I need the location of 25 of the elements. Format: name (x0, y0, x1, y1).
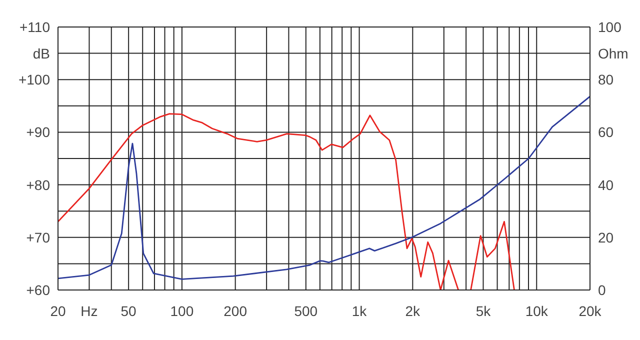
y2-tick-label: 40 (598, 176, 614, 193)
y2-tick-label: 100 (598, 18, 622, 35)
x-tick-label: 2k (405, 302, 422, 319)
x-tick-label: 20k (578, 302, 602, 319)
y2-tick-label: 60 (598, 124, 614, 140)
x-tick-label: 50 (120, 302, 137, 319)
x-tick-label: 100 (170, 302, 194, 319)
y2-tick-label: Ohm (598, 45, 628, 62)
y-tick-label: dB (32, 45, 50, 62)
x-tick-label: 5k (476, 302, 492, 319)
x-tick-label: 20 (50, 302, 66, 319)
y-tick-label: +80 (26, 176, 50, 193)
y-tick-label: +70 (26, 229, 50, 246)
x-tick-label: 500 (294, 302, 318, 319)
y2-tick-label: 20 (598, 229, 614, 246)
y2-tick-label: 0 (598, 282, 606, 298)
x-tick-label: 10k (525, 302, 549, 319)
x-tick-label: 200 (224, 302, 248, 319)
y2-tick-label: 80 (598, 72, 614, 88)
y-tick-label: +60 (26, 282, 50, 298)
y-tick-label: +90 (26, 124, 50, 140)
y-tick-label: +100 (18, 72, 50, 88)
x-tick-label: 1k (352, 302, 368, 319)
y-tick-label: +110 (20, 18, 50, 35)
x-tick-label: Hz (80, 302, 98, 319)
